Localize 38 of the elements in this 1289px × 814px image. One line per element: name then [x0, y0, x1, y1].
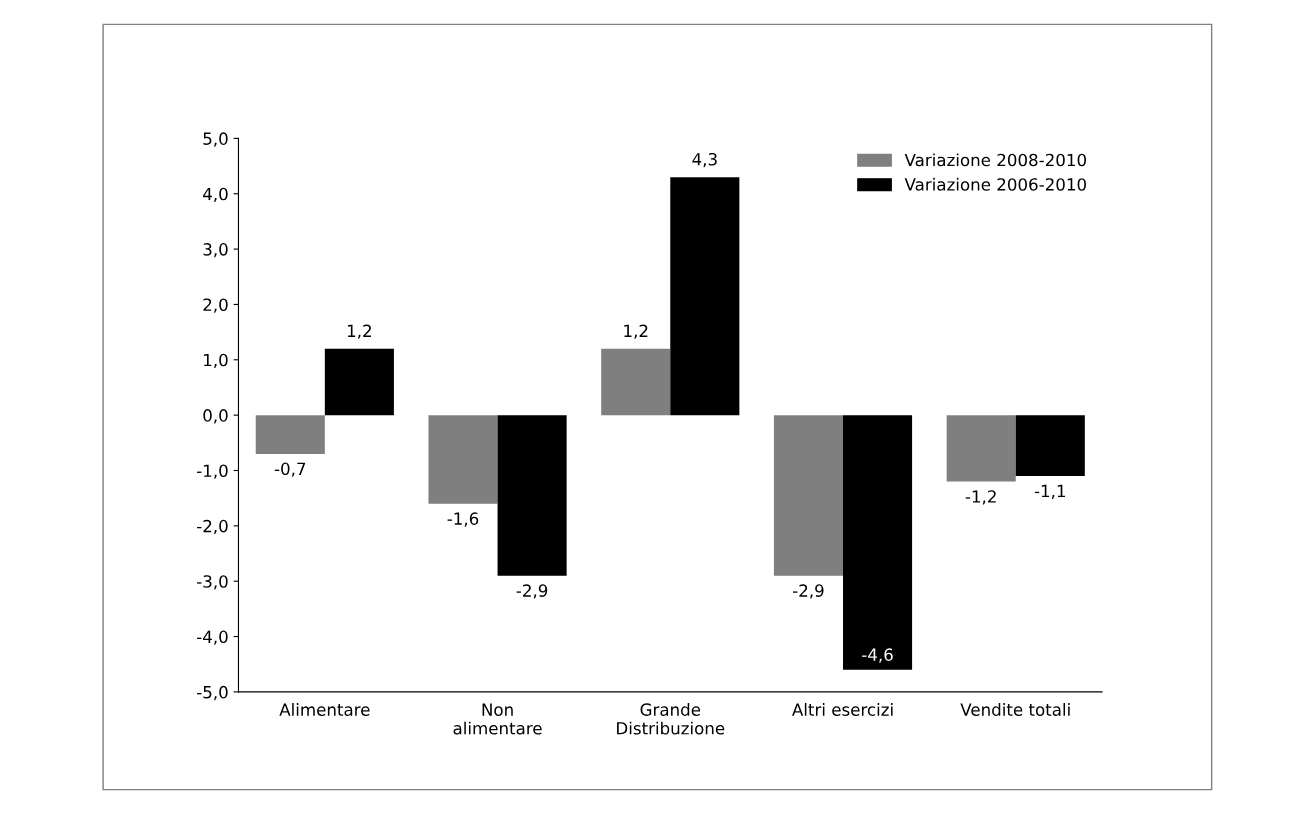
data-label: 1,2: [624, 324, 648, 339]
bar: [255, 415, 325, 454]
x-tick-label: Non alimentare: [453, 703, 542, 735]
data-label: -4,6: [862, 648, 893, 663]
y-tick-label: 3,0: [203, 243, 228, 258]
bar: [324, 348, 394, 416]
legend-label: Variazione 2006-2010: [904, 177, 1086, 191]
y-tick-label: -4,0: [197, 630, 228, 645]
y-tick-label: -5,0: [197, 685, 228, 701]
data-label: 4,3: [692, 152, 717, 168]
data-label: -2,9: [793, 584, 824, 599]
legend-label: Variazione 2008-2010: [904, 153, 1086, 167]
y-tick-label: -1,0: [197, 464, 228, 479]
x-tick-label: Vendite totali: [960, 703, 1070, 716]
x-tick-label: Grande Distribuzione: [617, 703, 725, 735]
bar: [946, 415, 1016, 482]
y-tick-label: 1,0: [204, 353, 228, 369]
bar: [670, 177, 740, 416]
x-tick-label: Alimentare: [279, 703, 370, 716]
bar: [601, 348, 671, 416]
data-label: -1,6: [447, 512, 479, 527]
data-label: 1,2: [347, 324, 371, 339]
data-label: -0,7: [274, 462, 306, 477]
bar: [843, 415, 913, 670]
y-tick-label: -2,0: [197, 519, 228, 535]
y-tick-label: 2,0: [203, 298, 228, 313]
data-label: -2,9: [516, 584, 548, 599]
y-tick-label: 4,0: [203, 187, 228, 202]
bar: [428, 415, 498, 504]
bar: [497, 415, 567, 576]
bar: [1015, 415, 1085, 477]
x-tick-label: Altri esercizi: [792, 703, 893, 716]
data-label: -1,2: [965, 490, 996, 505]
bar: [773, 415, 844, 576]
y-tick-label: -3,0: [197, 575, 228, 590]
y-tick-label: 5,0: [203, 132, 228, 147]
data-label: -1,1: [1034, 484, 1065, 499]
y-tick-label: 0,0: [203, 409, 228, 424]
